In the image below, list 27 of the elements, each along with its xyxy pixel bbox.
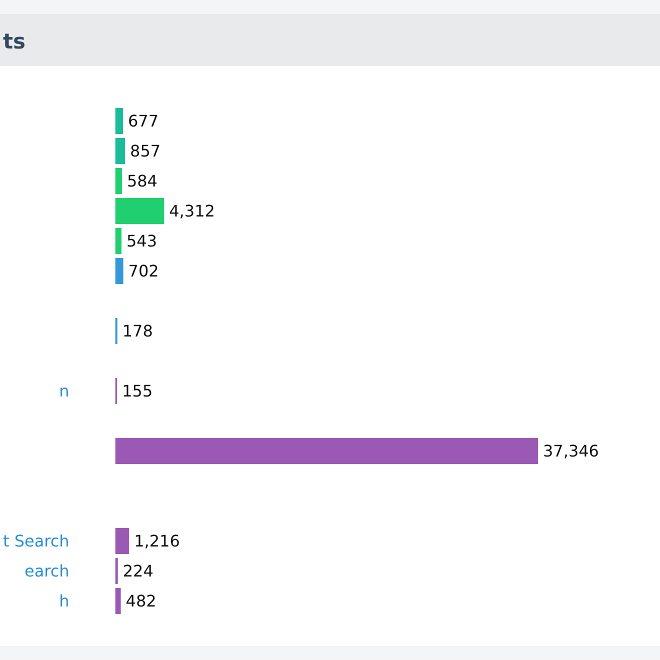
data-label: 37,346: [543, 442, 599, 460]
data-label: 584: [126, 172, 158, 190]
data-label: 543: [126, 232, 158, 250]
bar: [115, 588, 121, 614]
y-tick-label: t Search: [3, 532, 70, 550]
y-tick-label: earch: [24, 562, 70, 580]
y-tick-label: h: [59, 592, 70, 610]
y-tick-label: n: [59, 382, 70, 400]
bar: [115, 108, 123, 134]
data-label: 4,312: [169, 202, 215, 220]
bar: [115, 198, 164, 224]
data-label: 178: [122, 322, 153, 340]
data-label: 224: [122, 562, 154, 580]
bar: [115, 168, 122, 194]
bar: [115, 528, 130, 554]
bar: [115, 438, 538, 464]
data-label: 1,216: [134, 532, 180, 550]
chart-title: ts: [3, 30, 26, 54]
data-label: 702: [128, 262, 159, 280]
data-label: 857: [130, 142, 161, 160]
data-label: 677: [128, 112, 159, 130]
data-label: 482: [126, 592, 156, 610]
bar: [115, 258, 124, 284]
bar: [115, 138, 126, 164]
bar: [115, 228, 122, 254]
bar: [115, 558, 118, 584]
data-label: 155: [122, 382, 153, 400]
